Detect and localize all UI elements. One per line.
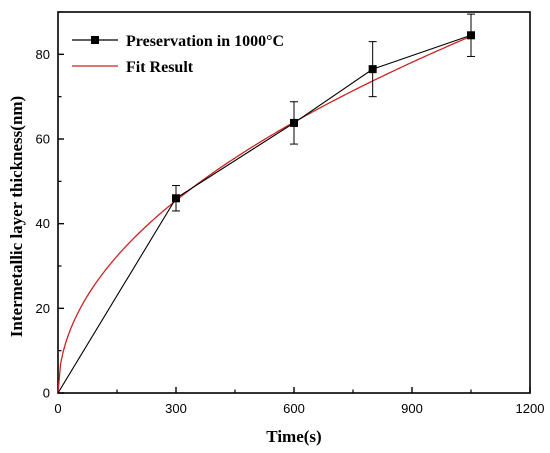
- fit-curve: [57, 35, 472, 394]
- y-tick-label: 0: [43, 386, 50, 401]
- y-tick-label: 80: [36, 47, 50, 62]
- y-axis-label: Intermetallic layer thickness(nm): [7, 96, 26, 337]
- data-point: [172, 194, 180, 203]
- x-tick-label: 300: [165, 401, 187, 416]
- y-tick-label: 20: [36, 301, 50, 316]
- legend-label-fit: Fit Result: [126, 59, 194, 76]
- x-tick-label: 600: [283, 401, 305, 416]
- y-tick-label: 40: [36, 216, 50, 231]
- x-tick-label: 0: [54, 401, 61, 416]
- axes: 0 300 600 900 1200 0 20 40 60 80: [36, 11, 545, 416]
- x-tick-label: 900: [401, 401, 423, 416]
- data-point: [467, 31, 475, 40]
- legend-label-preservation: Preservation in 1000°C: [126, 33, 284, 50]
- data-point: [290, 118, 298, 127]
- legend-marker-square: [91, 36, 99, 44]
- legend: Preservation in 1000°C Fit Result: [72, 33, 284, 76]
- x-tick-label: 1200: [516, 401, 545, 416]
- data-line: [57, 34, 472, 394]
- x-axis-label: Time(s): [266, 427, 321, 446]
- y-tick-label: 60: [36, 132, 50, 147]
- plot-area: [57, 13, 475, 394]
- data-point: [368, 65, 377, 74]
